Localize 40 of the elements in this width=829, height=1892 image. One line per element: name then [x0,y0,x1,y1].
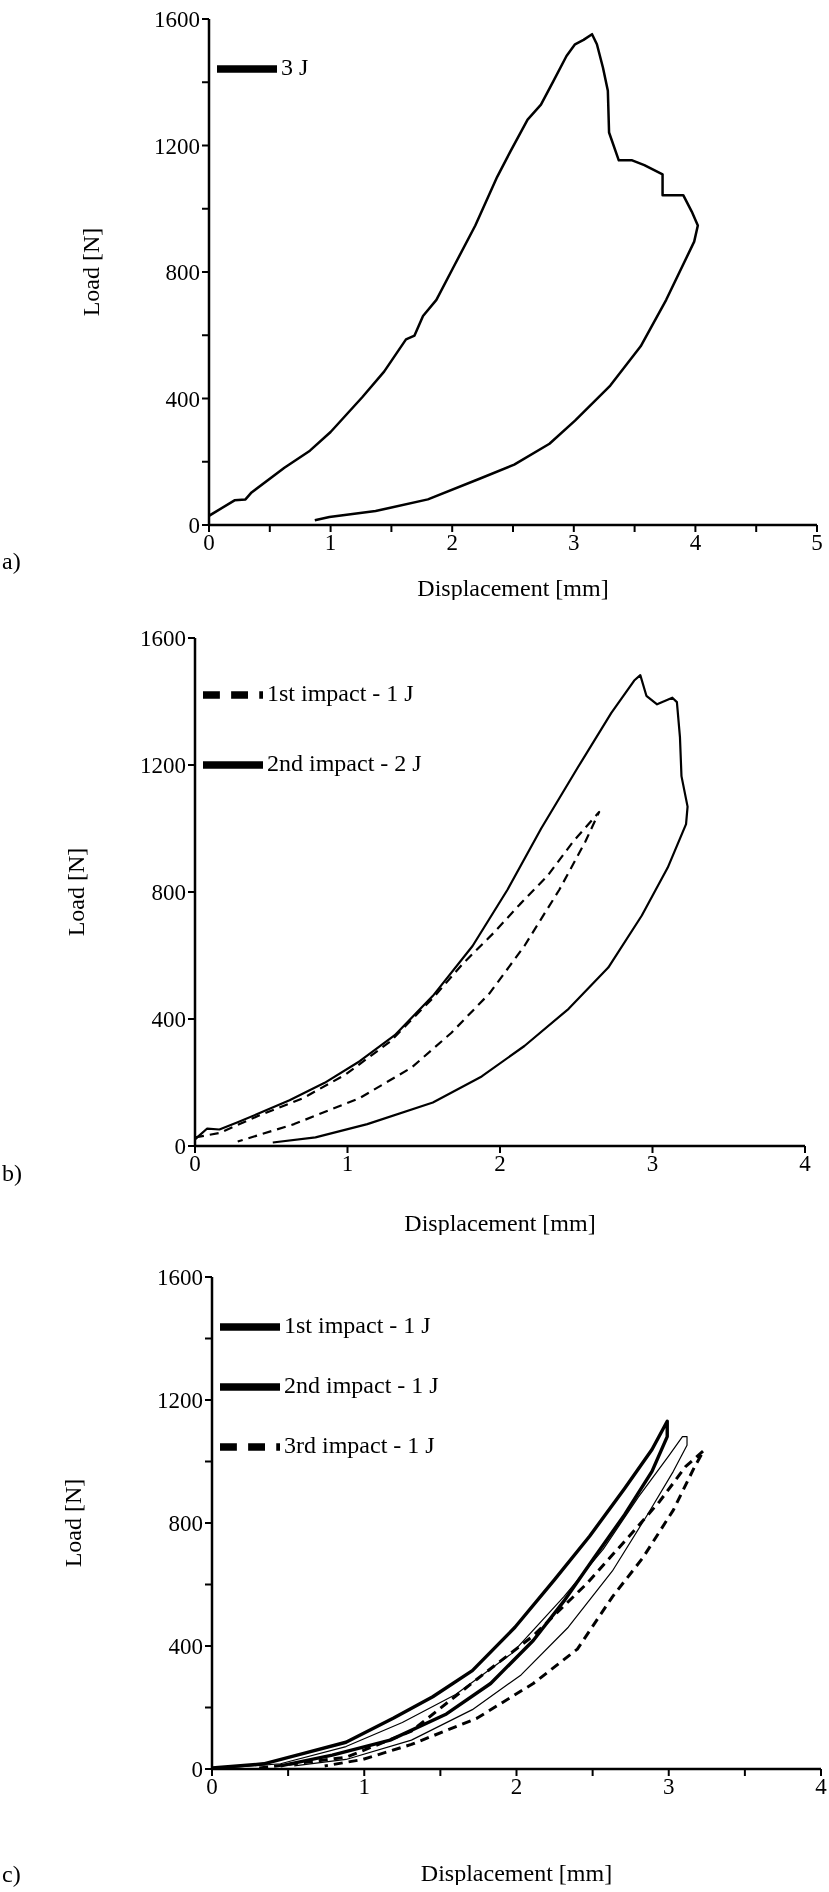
text: a) [2,548,21,575]
legend-label: 3rd impact - 1 J [284,1431,435,1458]
y-axis-title: Load [N] [59,1478,86,1568]
legend-label: 1st impact - 1 J [284,1311,431,1338]
legend-label: 1st impact - 1 J [267,680,414,706]
x-tick-label: 2 [446,530,458,556]
text: b) [2,1160,22,1187]
y-tick-label: 400 [165,386,200,412]
y-tick-label: 1600 [157,1265,203,1291]
y-tick-label: 800 [165,260,200,286]
x-tick-label: 4 [689,530,702,556]
legend-label: 2nd impact - 2 J [267,750,422,776]
x-tick-label: 4 [815,1774,828,1800]
x-tick-label: 3 [646,1151,659,1177]
x-tick-label: 3 [663,1774,675,1800]
y-tick-label: 400 [168,1634,203,1660]
y-tick-label: 1200 [157,1388,203,1414]
x-tick-label: 5 [811,530,823,556]
y-tick-label: 0 [188,513,200,539]
legend-label: 3 J [281,53,309,80]
y-tick-label: 400 [151,1007,186,1033]
y-axis-title: Load [N] [77,227,104,317]
y-tick-label: 0 [174,1134,186,1160]
y-tick-label: 800 [168,1511,203,1537]
x-tick-label: 2 [510,1774,523,1800]
x-tick-label: 1 [324,530,337,556]
x-tick-label: 2 [494,1151,506,1177]
x-tick-label: 1 [358,1774,370,1800]
y-tick-label: 1200 [154,133,200,159]
legend-label: 2nd impact - 1 J [284,1371,439,1398]
x-tick-label: 4 [799,1151,812,1177]
x-tick-label: 3 [568,530,580,556]
y-tick-label: 1200 [140,753,186,779]
y-tick-label: 800 [151,880,186,906]
text: c) [2,1861,21,1888]
y-tick-label: 1600 [140,626,186,652]
y-tick-label: 1600 [154,7,200,33]
x-tick-label: 1 [341,1151,354,1177]
y-tick-label: 0 [191,1757,203,1783]
y-axis-title: Load [N] [62,847,89,937]
